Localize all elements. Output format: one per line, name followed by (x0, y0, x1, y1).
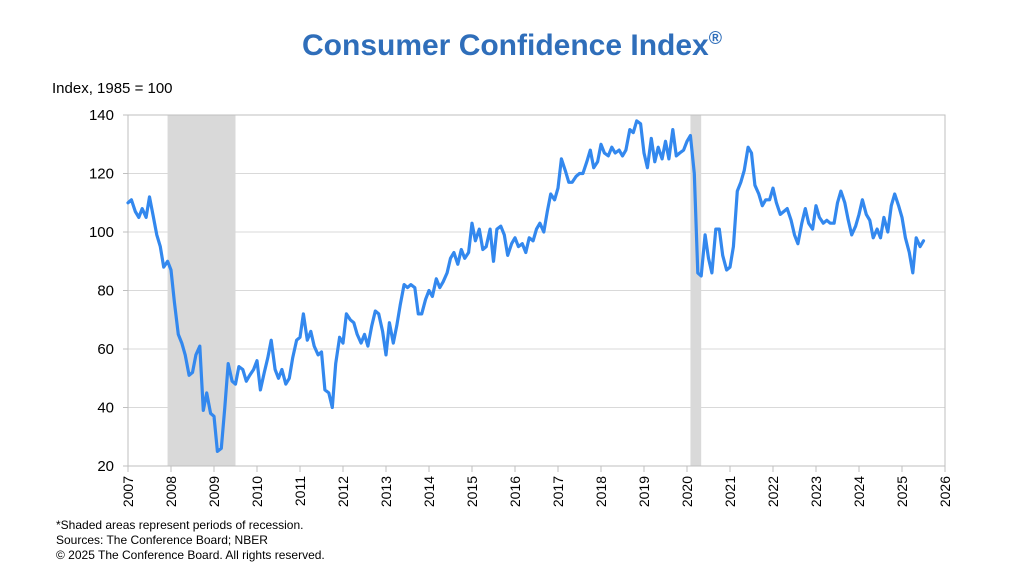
x-tick-label: 2017 (550, 476, 566, 507)
y-tick-label: 40 (97, 400, 114, 417)
y-tick-label: 60 (97, 341, 114, 358)
series-layer (126, 119, 926, 453)
y-tick-label: 20 (97, 458, 114, 475)
y-tick-label: 140 (89, 107, 114, 124)
x-tick-label: 2009 (206, 476, 222, 507)
footnotes: *Shaded areas represent periods of reces… (56, 518, 325, 563)
x-tick-label: 2021 (722, 476, 738, 507)
x-tick-label: 2022 (765, 476, 781, 507)
x-tick-label: 2025 (894, 476, 910, 507)
x-tick-label: 2007 (120, 476, 136, 507)
chart-title-text: Consumer Confidence Index (302, 29, 709, 62)
footnote-recession: *Shaded areas represent periods of reces… (56, 518, 304, 532)
x-tick-label: 2018 (593, 476, 609, 507)
chart-title: Consumer Confidence Index® (0, 28, 1024, 63)
y-tick-labels: 20 40 60 80 100 120 140 (89, 107, 128, 475)
x-tick-label: 2015 (464, 476, 480, 507)
x-tick-label: 2019 (636, 476, 652, 507)
x-tick-label: 2008 (163, 476, 179, 507)
x-tick-label: 2023 (808, 476, 824, 507)
x-tick-label: 2020 (679, 476, 695, 507)
series-line-0 (126, 119, 926, 453)
x-tick-label: 2016 (507, 476, 523, 507)
x-tick-label: 2012 (335, 476, 351, 507)
y-tick-label: 80 (97, 283, 114, 300)
registered-mark: ® (708, 28, 722, 48)
x-tick-label: 2014 (421, 476, 437, 507)
y-tick-label: 100 (89, 224, 114, 241)
footnote-copyright: © 2025 The Conference Board. All rights … (56, 548, 325, 562)
x-tick-label: 2024 (851, 476, 867, 507)
footnote-sources: Sources: The Conference Board; NBER (56, 533, 268, 547)
y-axis-label: Index, 1985 = 100 (52, 80, 173, 97)
x-tick-label: 2010 (249, 476, 265, 507)
x-tick-labels: 2007 2008 2009 2010 2011 2012 2013 2014 2015 2016… (120, 466, 953, 507)
x-tick-label: 2013 (378, 476, 394, 507)
x-tick-label: 2026 (937, 476, 953, 507)
y-tick-label: 120 (89, 166, 114, 183)
x-tick-label: 2011 (292, 476, 308, 506)
